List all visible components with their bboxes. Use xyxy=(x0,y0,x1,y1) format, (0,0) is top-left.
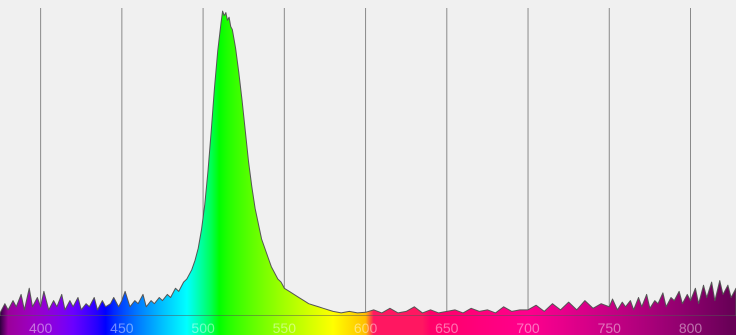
series-area-path xyxy=(0,10,736,317)
plot-background xyxy=(0,0,736,316)
tick-label-700: 700 xyxy=(516,320,540,335)
tick-label-450: 450 xyxy=(110,320,134,335)
tick-label-600: 600 xyxy=(354,320,378,335)
tick-label-800: 800 xyxy=(679,320,703,335)
wavelength-color-bar xyxy=(0,316,736,335)
tick-label-650: 650 xyxy=(435,320,459,335)
tick-label-750: 750 xyxy=(598,320,622,335)
tick-label-550: 550 xyxy=(273,320,297,335)
tick-label-500: 500 xyxy=(191,320,215,335)
x-axis-tick-labels: 400 450 500 550 600 650 700 750 800 xyxy=(29,320,702,335)
tick-label-400: 400 xyxy=(29,320,53,335)
grid-lines xyxy=(40,8,692,316)
